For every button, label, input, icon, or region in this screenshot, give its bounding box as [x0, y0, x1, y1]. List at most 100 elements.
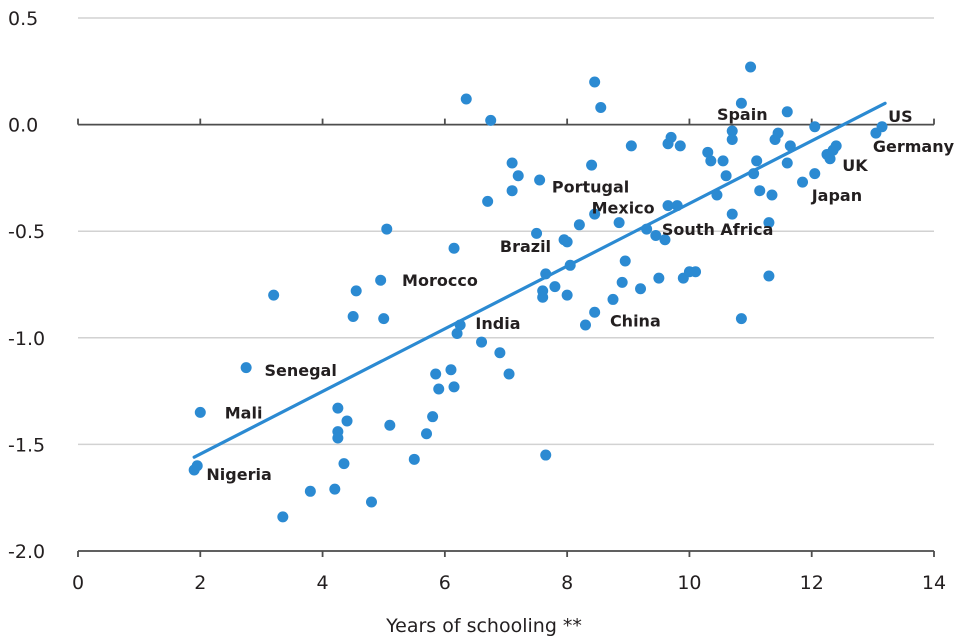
data-point [332, 432, 344, 444]
y-tick-label: -2.0 [8, 541, 45, 563]
data-point [476, 336, 488, 348]
data-point [365, 496, 377, 508]
data-point [745, 61, 757, 73]
country-label: China [610, 312, 661, 331]
data-point [809, 121, 821, 133]
data-point [665, 131, 677, 143]
data-point [595, 102, 607, 114]
data-point [540, 268, 552, 280]
data-point [430, 368, 442, 380]
data-point [485, 114, 497, 126]
data-point [381, 223, 393, 235]
y-tick-label: -1.5 [8, 434, 45, 456]
country-label: Brazil [500, 237, 551, 256]
data-point [304, 485, 316, 497]
data-point [454, 319, 466, 331]
data-point [561, 236, 573, 248]
data-point [589, 306, 601, 318]
x-tick-label: 4 [317, 572, 329, 594]
data-point [329, 483, 341, 495]
y-tick-label: -1.0 [8, 328, 45, 350]
data-point [589, 76, 601, 88]
data-point [277, 511, 289, 523]
data-point [384, 419, 396, 431]
data-point [506, 157, 518, 169]
data-point [641, 223, 653, 235]
data-point [824, 153, 836, 165]
data-point [341, 415, 353, 427]
data-point [506, 185, 518, 197]
data-point [781, 106, 793, 118]
country-label: South Africa [662, 220, 774, 239]
data-point [720, 170, 732, 182]
data-point [494, 347, 506, 359]
data-point [659, 234, 671, 246]
data-point [797, 176, 809, 188]
data-point [589, 208, 601, 220]
data-point [726, 208, 738, 220]
data-point [726, 125, 738, 137]
data-point [662, 200, 674, 212]
country-label: US [888, 107, 913, 126]
data-point [332, 402, 344, 414]
data-point [375, 274, 387, 286]
country-label: Germany [873, 137, 955, 156]
data-point [421, 428, 433, 440]
x-tick-label: 10 [677, 572, 701, 594]
data-point [616, 276, 628, 288]
data-point [781, 157, 793, 169]
data-point [726, 134, 738, 146]
data-point [338, 458, 350, 470]
data-point [735, 313, 747, 325]
data-point [650, 229, 662, 241]
data-point [448, 242, 460, 254]
data-point [754, 185, 766, 197]
data-point [586, 159, 598, 171]
data-point [350, 285, 362, 297]
x-tick-label: 8 [561, 572, 573, 594]
data-point [772, 127, 784, 139]
data-point [347, 310, 359, 322]
data-point [763, 217, 775, 229]
data-point [717, 155, 729, 167]
trend-line-layer [192, 101, 887, 459]
data-point [378, 313, 390, 325]
country-label: Morocco [402, 271, 478, 290]
data-point [433, 383, 445, 395]
data-point [607, 293, 619, 305]
data-point [809, 168, 821, 180]
data-point [579, 319, 591, 331]
data-point [711, 189, 723, 201]
data-point [619, 255, 631, 267]
x-tick-label: 0 [72, 572, 84, 594]
data-point [690, 266, 702, 278]
data-point [534, 174, 546, 186]
country-label: Senegal [264, 361, 336, 380]
data-point [625, 140, 637, 152]
x-tick-label: 6 [439, 572, 451, 594]
data-point [194, 406, 206, 418]
data-point [512, 170, 524, 182]
data-point [705, 155, 717, 167]
country-label: Mali [225, 403, 263, 422]
data-point [830, 140, 842, 152]
y-tick-label: -0.5 [8, 221, 45, 243]
data-point [482, 195, 494, 207]
data-point [784, 140, 796, 152]
country-label: Portugal [552, 177, 629, 196]
data-point [561, 289, 573, 301]
country-label: Japan [811, 186, 862, 205]
data-point [748, 168, 760, 180]
data-point [451, 328, 463, 340]
data-point [268, 289, 280, 301]
country-label: Spain [717, 105, 768, 124]
country-label: UK [842, 156, 868, 175]
axes: 0.5 0.0 -0.5 -1.0 -1.5 -2.0 0 2 4 6 8 10 12 14 [8, 8, 946, 594]
data-point [537, 291, 549, 303]
data-point [427, 411, 439, 423]
data-point [876, 121, 888, 133]
data-point [503, 368, 515, 380]
x-tick-label: 12 [800, 572, 824, 594]
data-point [564, 259, 576, 271]
